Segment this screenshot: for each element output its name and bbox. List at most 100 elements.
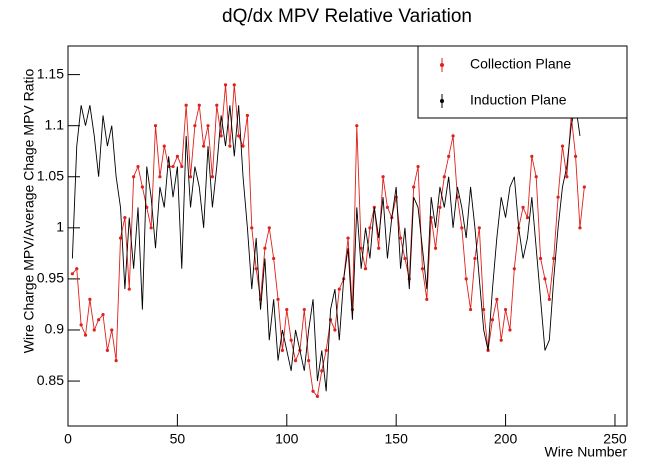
data-point: [460, 226, 464, 230]
data-point: [355, 124, 359, 128]
data-point: [328, 318, 333, 322]
data-point: [153, 124, 158, 128]
data-point: [346, 236, 350, 240]
data-point: [180, 164, 184, 169]
y-tick-label: 1.15: [37, 65, 64, 81]
data-point: [363, 267, 368, 271]
data-point: [188, 175, 193, 179]
data-point: [202, 144, 206, 148]
data-point: [477, 226, 481, 230]
y-tick-label: 1: [56, 219, 64, 235]
data-point: [140, 185, 144, 189]
data-point: [573, 154, 578, 158]
data-point: [420, 267, 425, 271]
data-point: [359, 246, 363, 250]
data-point: [311, 389, 315, 393]
data-point: [75, 267, 79, 271]
data-point: [398, 236, 403, 240]
data-point: [175, 154, 179, 158]
series-line: [72, 84, 585, 398]
data-point: [158, 175, 162, 179]
data-point: [83, 333, 88, 337]
data-point: [97, 318, 101, 322]
data-point: [451, 134, 455, 138]
data-point: [464, 277, 468, 281]
data-point: [447, 154, 451, 158]
data-point: [556, 195, 560, 199]
data-point: [433, 246, 438, 250]
data-point: [123, 216, 127, 220]
legend-marker: [440, 63, 444, 67]
data-point: [241, 144, 245, 148]
data-point: [127, 287, 131, 291]
data-point: [276, 297, 280, 301]
data-point: [320, 369, 324, 373]
x-axis-label: Wire Number: [545, 444, 628, 460]
data-point: [473, 256, 477, 261]
data-point: [503, 307, 508, 312]
x-tick-label: 250: [603, 431, 627, 447]
data-point: [206, 124, 210, 128]
data-point: [403, 256, 407, 261]
data-point: [482, 307, 486, 312]
y-tick-label: 0.85: [37, 372, 64, 388]
x-tick-label: 0: [64, 431, 72, 447]
data-point: [280, 348, 285, 353]
legend-label: Collection Plane: [470, 56, 571, 72]
data-point: [543, 277, 547, 281]
data-point: [162, 144, 166, 148]
data-point: [289, 338, 293, 342]
data-point: [425, 297, 429, 301]
data-point: [293, 359, 298, 363]
data-point: [324, 348, 328, 353]
data-point: [101, 313, 105, 317]
legend-label: Induction Plane: [470, 92, 567, 108]
data-point: [412, 185, 416, 189]
x-tick-label: 50: [170, 431, 186, 447]
data-point: [368, 226, 372, 230]
data-point: [88, 297, 92, 301]
data-point: [337, 287, 341, 291]
data-point: [250, 226, 254, 230]
data-point: [171, 164, 175, 169]
data-point: [245, 113, 250, 118]
data-point: [149, 226, 153, 230]
data-point: [237, 134, 241, 138]
y-tick-label: 1.1: [45, 116, 65, 132]
data-point: [79, 323, 83, 327]
data-point: [468, 307, 473, 312]
data-point: [223, 83, 228, 87]
data-point: [521, 205, 525, 209]
data-point: [302, 307, 306, 312]
data-point: [582, 185, 586, 189]
x-tick-label: 150: [385, 431, 409, 447]
legend-box: [417, 45, 628, 119]
data-point: [578, 226, 582, 230]
data-point: [538, 256, 543, 261]
plot-frame: [67, 45, 628, 427]
data-point: [490, 318, 495, 322]
legend-marker: [440, 99, 444, 103]
data-point: [416, 164, 420, 169]
data-point: [499, 338, 503, 342]
data-point: [132, 175, 136, 179]
data-point: [105, 348, 109, 353]
data-point: [495, 297, 499, 301]
data-point: [114, 359, 118, 363]
data-point: [210, 175, 214, 179]
data-point: [438, 205, 442, 209]
data-point: [307, 359, 311, 363]
data-point: [315, 394, 320, 398]
y-tick-label: 0.95: [37, 270, 64, 286]
chart-title: dQ/dx MPV Relative Variation: [222, 6, 472, 27]
data-point: [263, 246, 267, 250]
data-point: [254, 267, 258, 271]
data-point: [70, 272, 74, 276]
data-point: [508, 328, 512, 332]
data-point: [560, 144, 565, 148]
data-point: [333, 328, 337, 332]
data-point: [530, 154, 534, 158]
data-point: [197, 103, 201, 107]
data-point: [228, 144, 232, 148]
